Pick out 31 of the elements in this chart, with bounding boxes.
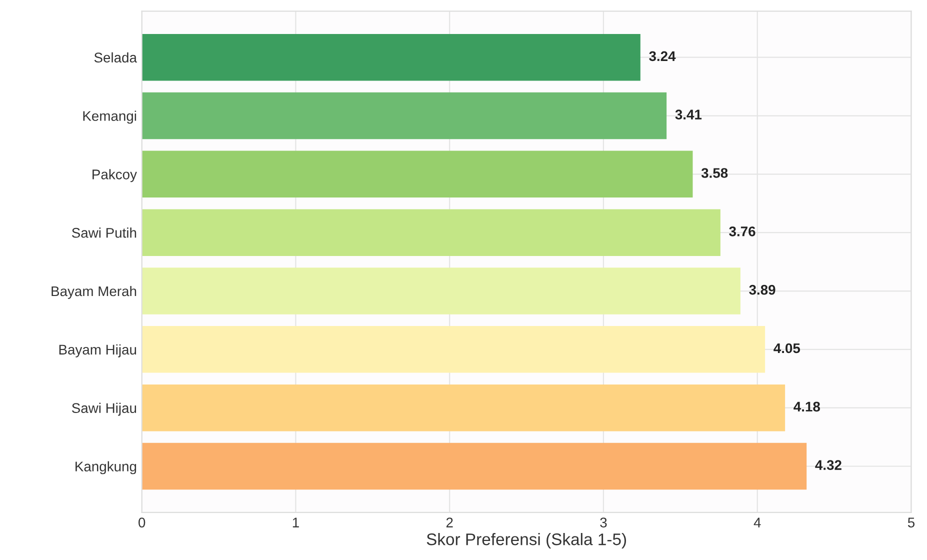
- bar: [142, 92, 667, 140]
- data-label: 3.41: [675, 110, 702, 120]
- y-tick-label: Kangkung: [76, 461, 136, 474]
- x-tick-label: 3: [600, 518, 607, 528]
- bar: [142, 34, 640, 81]
- bar: [142, 384, 786, 432]
- x-tick-label: 1: [292, 518, 299, 528]
- data-label: 4.18: [794, 402, 820, 412]
- y-tick-label: Bayam Hijau: [59, 344, 136, 358]
- x-tick-label: 5: [908, 518, 915, 528]
- bar: [142, 268, 740, 314]
- bar: [142, 326, 766, 373]
- y-tick-label: Kemangi: [83, 110, 136, 124]
- x-tick-label: 0: [138, 518, 146, 528]
- y-tick-label: Sawi Putih: [72, 228, 136, 238]
- x-tick-label: 2: [446, 518, 453, 528]
- x-axis-title: Skor Preferensi (Skala 1-5): [426, 532, 626, 549]
- y-tick-label: Bayam Merah: [52, 286, 136, 299]
- y-tick-label: Selada: [94, 52, 137, 63]
- bar: [142, 150, 693, 198]
- data-label: 4.32: [815, 460, 842, 470]
- data-label: 3.58: [701, 168, 728, 178]
- y-tick-label: Pakcoy: [92, 169, 137, 182]
- data-label: 3.24: [649, 51, 676, 62]
- x-tick-label: 4: [754, 518, 761, 528]
- bar: [142, 442, 807, 490]
- data-label: 4.05: [774, 343, 800, 354]
- data-label: 3.76: [729, 226, 756, 236]
- bar: [142, 209, 720, 256]
- y-tick-label: Sawi Hijau: [72, 402, 136, 416]
- data-label: 3.89: [749, 284, 776, 295]
